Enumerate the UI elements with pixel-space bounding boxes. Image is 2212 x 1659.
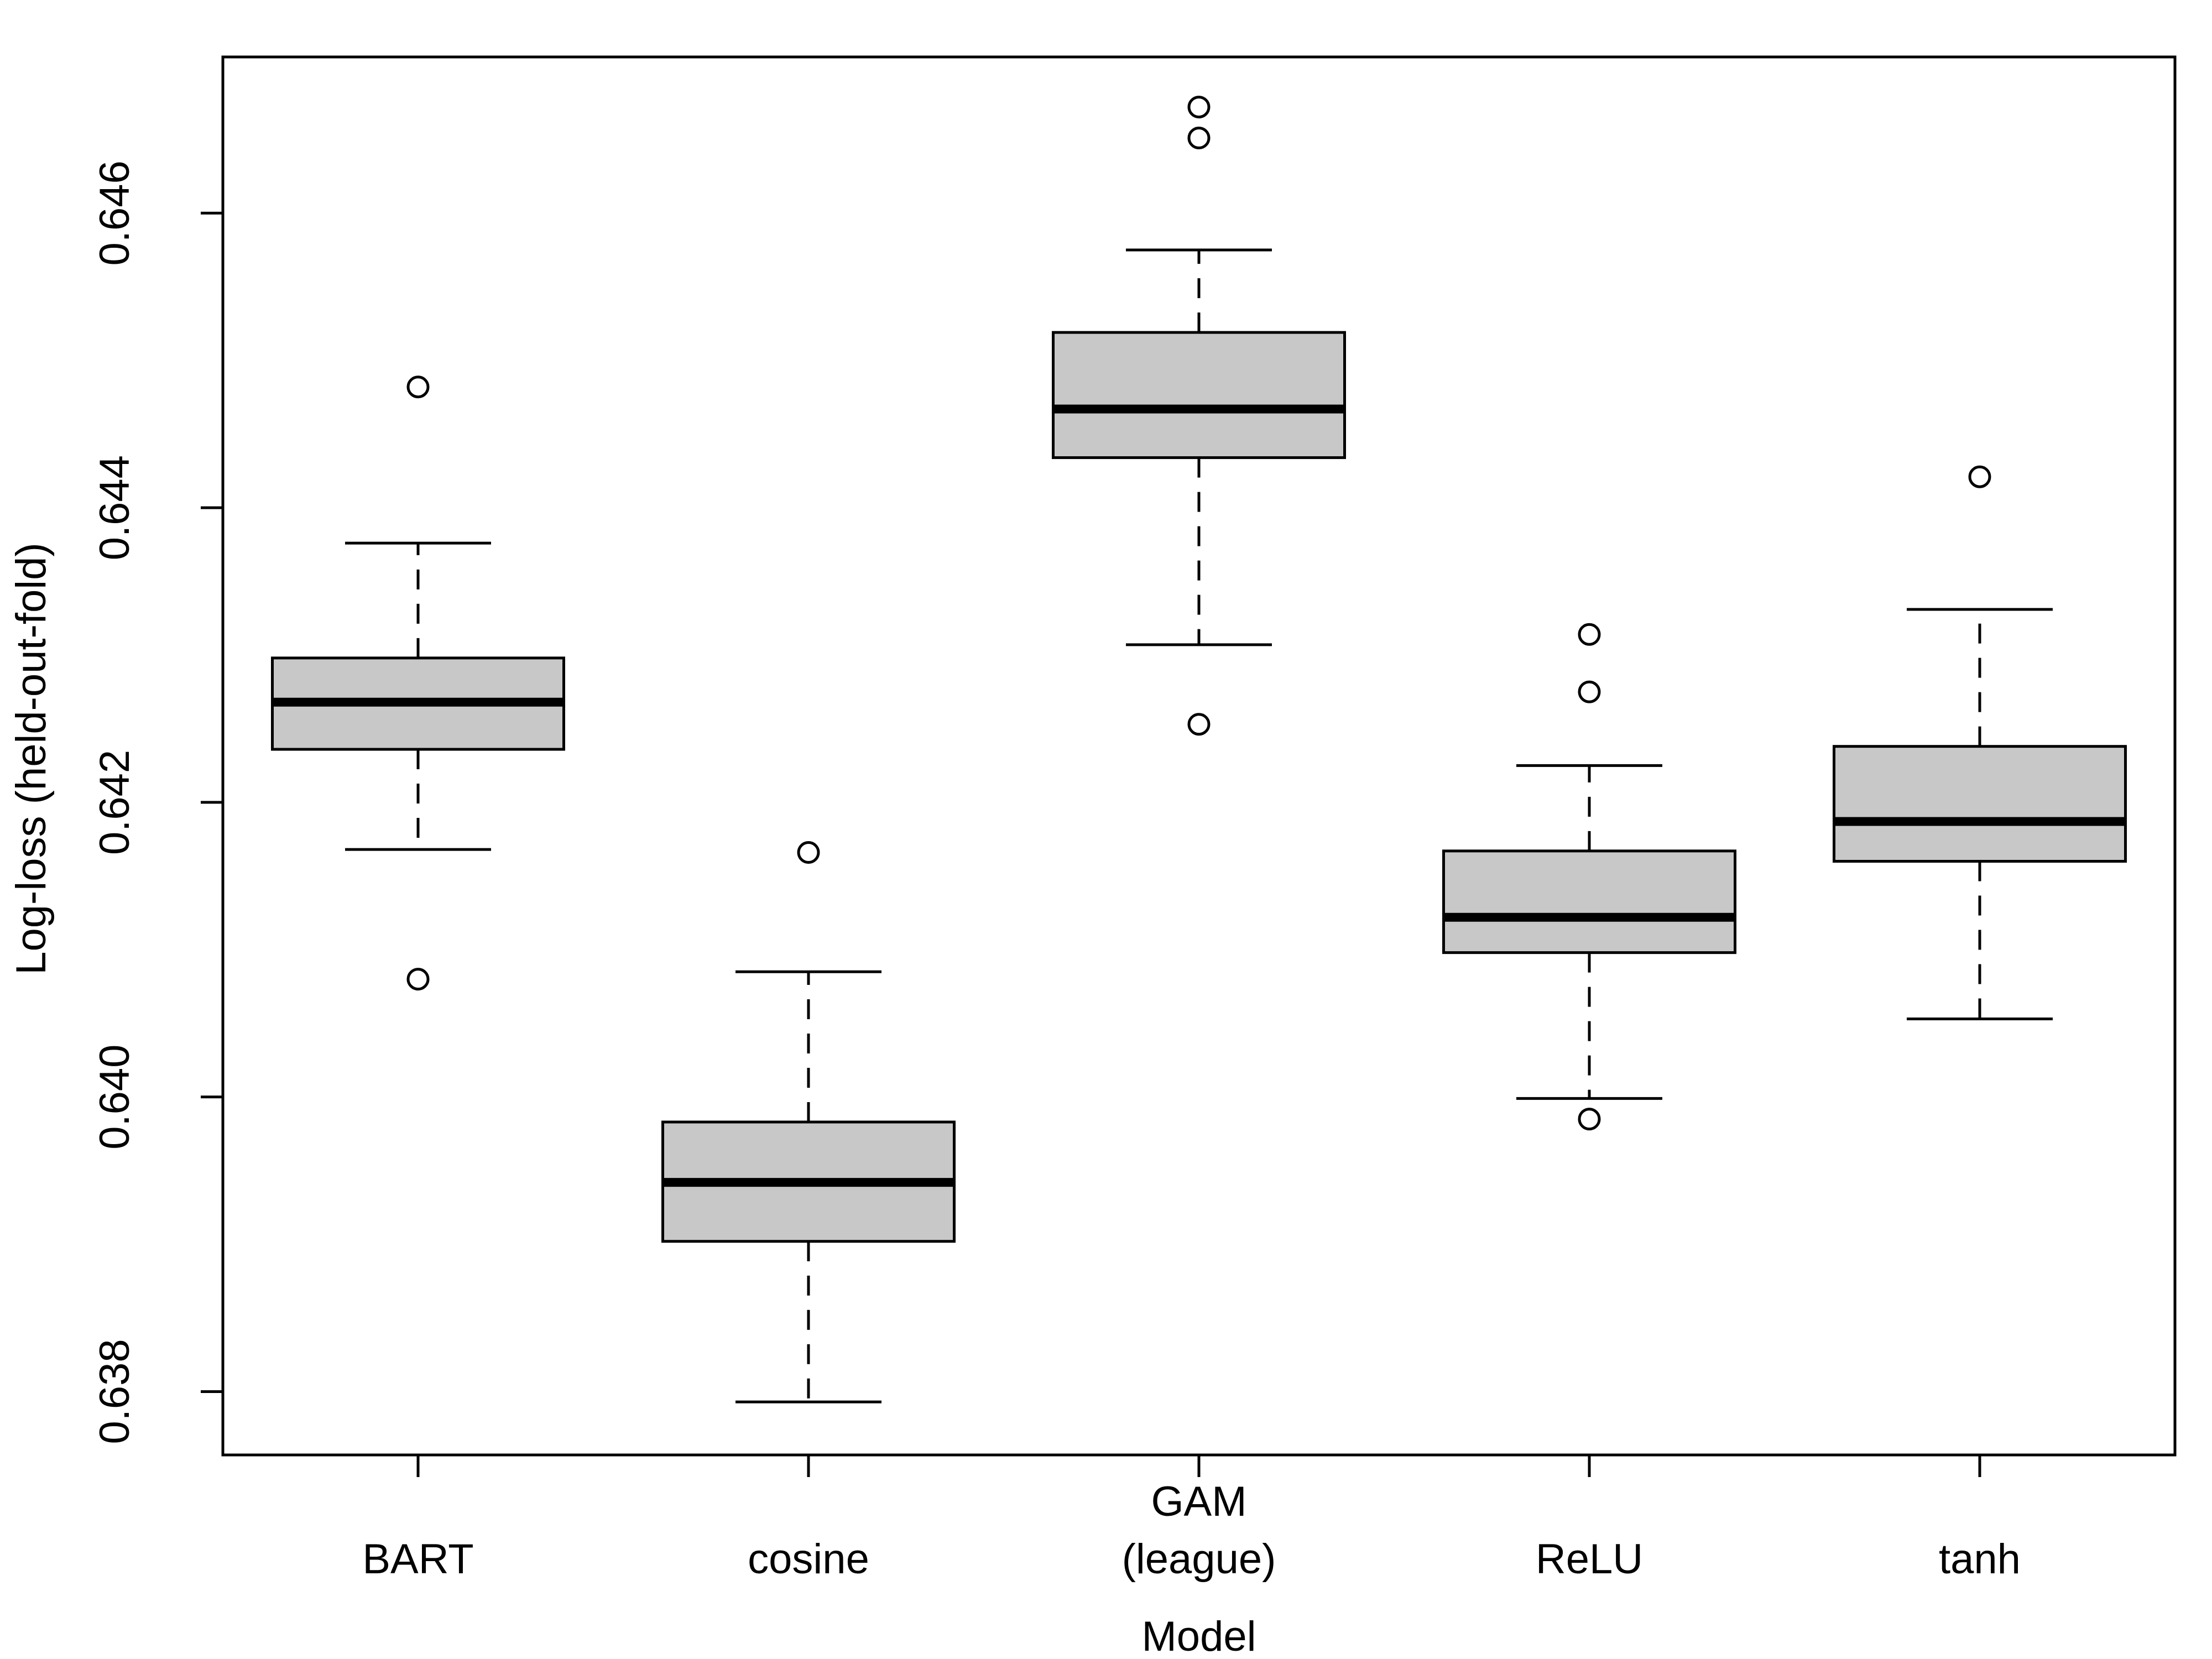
box-group (1052, 96, 1346, 736)
box-group (661, 841, 956, 1404)
y-tick-label: 0.646 (91, 160, 138, 265)
iqr-box (1052, 331, 1346, 460)
outlier-point (406, 375, 430, 399)
outlier-point (1187, 96, 1211, 119)
outlier-point (1187, 127, 1211, 150)
box-group (1442, 623, 1736, 1131)
iqr-box (1833, 745, 2127, 863)
outlier-point (1578, 1108, 1601, 1131)
outlier-point (1578, 680, 1601, 703)
y-tick-label: 0.638 (91, 1339, 138, 1444)
outlier-point (1968, 465, 1991, 488)
y-axis-title: Log-loss (held-out-fold) (8, 542, 55, 975)
outlier-point (797, 841, 820, 864)
y-tick-label: 0.640 (91, 1045, 138, 1150)
y-tick-label: 0.644 (91, 455, 138, 560)
boxes (271, 96, 2127, 1404)
box-group (271, 375, 565, 991)
y-axis: 0.638 0.640 0.642 0.644 0.646 (91, 160, 225, 1444)
outlier-point (1187, 713, 1211, 736)
x-tick-label: BART (362, 1536, 473, 1583)
x-tick-label: tanh (1939, 1536, 2021, 1583)
iqr-box (1442, 849, 1736, 954)
outlier-point (1578, 623, 1601, 646)
x-axis: BART cosine GAM (league) ReLU tanh (362, 1455, 2021, 1583)
outlier-point (406, 968, 430, 991)
x-tick-label: (league) (1122, 1536, 1276, 1583)
x-tick-label: GAM (1151, 1478, 1246, 1525)
x-axis-title: Model (1142, 1613, 1256, 1659)
y-tick-label: 0.642 (91, 750, 138, 855)
box-group (1833, 465, 2127, 1020)
x-tick-label: ReLU (1536, 1536, 1643, 1583)
x-tick-label: cosine (748, 1536, 869, 1583)
